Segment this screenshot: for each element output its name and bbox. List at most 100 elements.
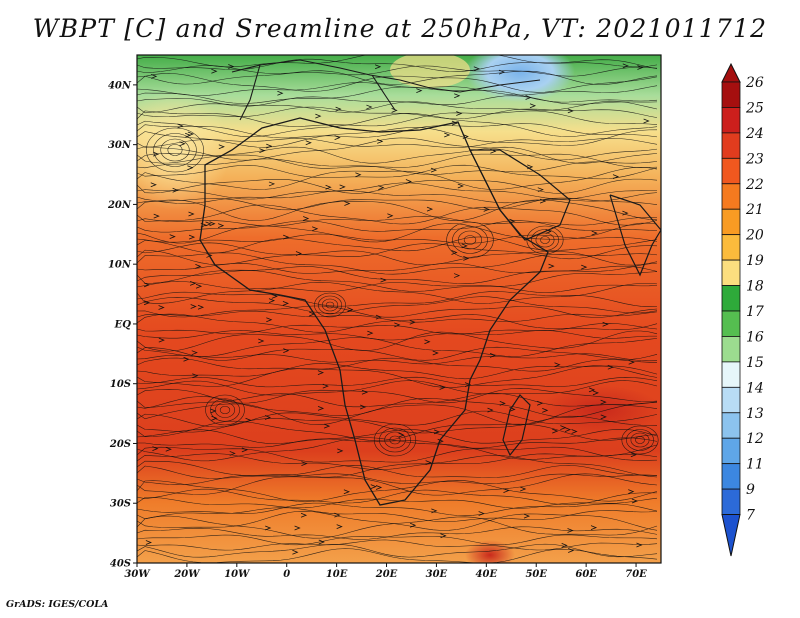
y-axis-ticks: 40N 30N 20N 10N EQ 10S 20S 30S 40S	[107, 80, 137, 570]
stream-arrow	[300, 512, 308, 518]
streamline-eddy	[463, 235, 477, 245]
stream-arrow	[210, 408, 217, 414]
warm-patch-north	[390, 55, 470, 88]
stream-arrow	[503, 488, 510, 493]
colorbar-label: 24	[745, 126, 764, 142]
stream-arrow	[567, 108, 574, 114]
colorbar-label: 19	[746, 253, 764, 269]
grads-credit: GrADS: IGES/COLA	[6, 599, 109, 610]
stream-arrow	[375, 314, 382, 320]
stream-arrow	[571, 429, 578, 434]
stream-arrow	[375, 485, 383, 490]
stream-arrow	[150, 182, 157, 188]
stream-arrow	[145, 540, 152, 545]
streamline	[137, 337, 658, 357]
stream-arrow	[461, 243, 468, 249]
stream-arrow	[268, 181, 276, 187]
streamline	[137, 58, 658, 72]
y-tick-label: 20S	[109, 439, 131, 450]
streamline	[137, 310, 658, 323]
stream-arrow	[169, 234, 176, 240]
stream-arrow	[378, 185, 385, 191]
streamline	[137, 429, 658, 444]
streamline	[137, 502, 658, 516]
streamline-eddy	[160, 138, 190, 162]
stream-arrow	[347, 307, 354, 312]
madagascar-coastline	[502, 394, 531, 457]
stream-arrow	[431, 508, 438, 514]
streamline	[137, 233, 658, 244]
stream-arrow	[318, 539, 325, 545]
x-tick-label: 20E	[375, 569, 398, 580]
stream-arrow	[325, 184, 332, 190]
colorbar-label: 11	[746, 457, 764, 473]
stream-arrow	[636, 542, 643, 548]
streamline	[137, 420, 658, 442]
stream-arrow	[487, 407, 494, 413]
stream-arrow	[548, 263, 555, 269]
stream-arrow	[444, 132, 451, 138]
stream-arrow	[337, 448, 344, 454]
streamline-eddy	[526, 225, 564, 255]
streamline	[137, 82, 658, 96]
colorbar-label: 14	[746, 380, 764, 396]
colorbar-swatch	[721, 463, 741, 490]
stream-arrow	[192, 373, 199, 379]
stream-arrow	[245, 417, 252, 423]
streamline-eddy	[384, 431, 406, 449]
streamline-eddy	[630, 432, 650, 448]
y-tick-label: 10N	[108, 260, 132, 271]
stream-arrow	[277, 90, 284, 96]
x-tick-label: 10E	[326, 569, 348, 580]
stream-arrow	[344, 201, 351, 206]
streamline	[137, 123, 658, 139]
stream-arrow	[187, 165, 194, 171]
colorbar-swatch	[721, 234, 741, 261]
streamline	[137, 415, 658, 434]
x-tick-label: 30E	[426, 569, 448, 580]
stream-arrow	[305, 140, 312, 146]
stream-arrow	[283, 234, 290, 240]
streamline	[137, 262, 658, 274]
y-tick-label: 20N	[107, 200, 132, 211]
stream-arrow	[374, 64, 382, 70]
stream-arrow	[409, 319, 416, 325]
colorbar-swatch	[721, 81, 741, 108]
streamline-eddy	[389, 435, 401, 445]
stream-arrow	[588, 387, 596, 393]
stream-arrow	[150, 74, 158, 79]
stream-arrow	[630, 452, 637, 458]
streamline	[137, 393, 658, 408]
stream-arrow	[568, 548, 575, 553]
streamline	[137, 437, 658, 462]
stream-arrow	[197, 304, 205, 310]
colorbar-label: 21	[745, 202, 764, 218]
stream-arrow	[191, 350, 198, 356]
stream-arrow	[567, 528, 574, 533]
stream-arrow	[268, 298, 276, 304]
streamline	[137, 497, 658, 509]
colorbar-label: 18	[746, 279, 764, 295]
streamline	[137, 365, 658, 388]
stream-arrow	[564, 427, 572, 432]
india-coastline	[609, 194, 661, 277]
stream-arrow	[600, 399, 607, 405]
streamline	[137, 488, 658, 506]
stream-arrow	[339, 184, 346, 190]
stream-arrow	[433, 429, 441, 435]
stream-arrow	[283, 348, 290, 354]
colorbar-swatch	[721, 259, 741, 286]
colorbar-swatch	[721, 488, 741, 515]
streamline-eddy	[446, 221, 494, 259]
streamline-eddy	[621, 425, 659, 455]
stream-arrow	[591, 230, 598, 236]
stream-arrow	[622, 63, 629, 69]
colorbar-swatch	[721, 386, 741, 414]
streamline-eddy	[317, 295, 342, 315]
x-tick-label: 20W	[173, 569, 201, 580]
stream-arrow	[473, 66, 480, 72]
stream-arrow	[499, 401, 506, 406]
streamline	[137, 376, 658, 388]
map-field	[137, 55, 661, 563]
